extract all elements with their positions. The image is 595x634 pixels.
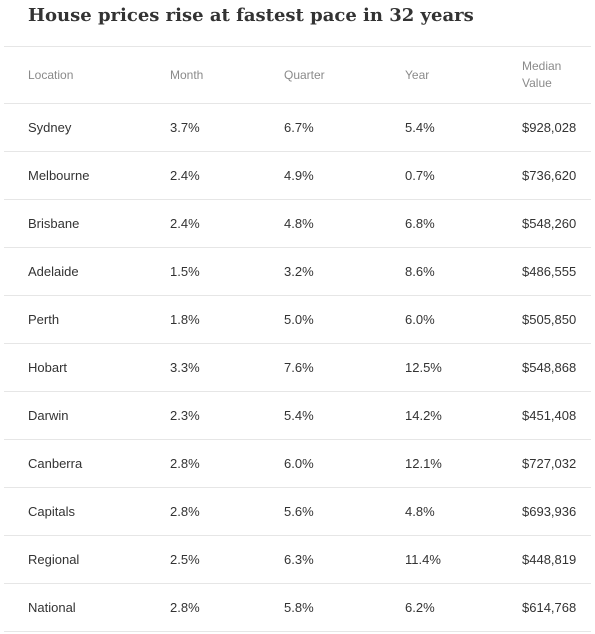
cell-year: 11.4% <box>405 552 441 567</box>
cell-quarter: 5.8% <box>284 600 314 615</box>
column-header-location: Location <box>28 67 74 82</box>
cell-year: 5.4% <box>405 120 435 135</box>
cell-quarter: 5.6% <box>284 504 314 519</box>
table-row: Sydney 3.7% 6.7% 5.4% $928,028 <box>4 104 591 152</box>
cell-quarter: 3.2% <box>284 264 314 279</box>
cell-year: 6.8% <box>405 216 435 231</box>
cell-location: Perth <box>28 312 60 327</box>
cell-year: 6.0% <box>405 312 435 327</box>
cell-year: 14.2% <box>405 408 442 423</box>
cell-location: Brisbane <box>28 216 80 231</box>
cell-month: 2.4% <box>170 216 200 231</box>
cell-location: National <box>28 600 76 615</box>
cell-quarter: 6.3% <box>284 552 314 567</box>
cell-quarter: 7.6% <box>284 360 314 375</box>
cell-quarter: 4.9% <box>284 168 314 183</box>
table-row: Brisbane 2.4% 4.8% 6.8% $548,260 <box>4 200 591 248</box>
table-row: Adelaide 1.5% 3.2% 8.6% $486,555 <box>4 248 591 296</box>
cell-location: Darwin <box>28 408 69 423</box>
cell-median-value: $614,768 <box>522 600 577 615</box>
table-row: Perth 1.8% 5.0% 6.0% $505,850 <box>4 296 591 344</box>
cell-median-value: $548,260 <box>522 216 577 231</box>
cell-month: 3.3% <box>170 360 200 375</box>
price-table: Location Month Quarter Year Median Value… <box>4 46 591 632</box>
cell-median-value: $548,868 <box>522 360 577 375</box>
table-row: Darwin 2.3% 5.4% 14.2% $451,408 <box>4 392 591 440</box>
cell-month: 2.5% <box>170 552 200 567</box>
cell-month: 2.4% <box>170 168 200 183</box>
column-header-year: Year <box>405 67 430 82</box>
cell-quarter: 5.0% <box>284 312 314 327</box>
cell-month: 1.8% <box>170 312 200 327</box>
cell-location: Sydney <box>28 120 72 135</box>
cell-year: 12.1% <box>405 456 442 471</box>
cell-median-value: $727,032 <box>522 456 577 471</box>
cell-median-value: $451,408 <box>522 408 577 423</box>
cell-year: 0.7% <box>405 168 435 183</box>
column-header-month: Month <box>170 67 204 82</box>
table-row: Melbourne 2.4% 4.9% 0.7% $736,620 <box>4 152 591 200</box>
cell-month: 2.8% <box>170 504 200 519</box>
cell-location: Hobart <box>28 360 68 375</box>
cell-year: 6.2% <box>405 600 435 615</box>
table-row: Hobart 3.3% 7.6% 12.5% $548,868 <box>4 344 591 392</box>
cell-median-value: $736,620 <box>522 168 577 183</box>
cell-quarter: 6.0% <box>284 456 314 471</box>
cell-location: Regional <box>28 552 80 567</box>
column-header-median-value: Median Value <box>522 59 562 90</box>
table-row: Capitals 2.8% 5.6% 4.8% $693,936 <box>4 488 591 536</box>
cell-quarter: 4.8% <box>284 216 314 231</box>
table-row: Canberra 2.8% 6.0% 12.1% $727,032 <box>4 440 591 488</box>
cell-median-value: $505,850 <box>522 312 577 327</box>
cell-month: 2.3% <box>170 408 200 423</box>
cell-month: 1.5% <box>170 264 200 279</box>
cell-location: Capitals <box>28 504 75 519</box>
cell-quarter: 5.4% <box>284 408 314 423</box>
table-header-row: Location Month Quarter Year Median Value <box>4 46 591 104</box>
page-title: House prices rise at fastest pace in 32 … <box>28 5 474 26</box>
table-row: National 2.8% 5.8% 6.2% $614,768 <box>4 584 591 632</box>
cell-median-value: $448,819 <box>522 552 577 567</box>
cell-median-value: $928,028 <box>522 120 577 135</box>
cell-quarter: 6.7% <box>284 120 314 135</box>
table-row: Regional 2.5% 6.3% 11.4% $448,819 <box>4 536 591 584</box>
cell-month: 2.8% <box>170 456 200 471</box>
cell-location: Canberra <box>28 456 83 471</box>
cell-year: 12.5% <box>405 360 442 375</box>
cell-year: 4.8% <box>405 504 435 519</box>
cell-location: Adelaide <box>28 264 79 279</box>
cell-location: Melbourne <box>28 168 90 183</box>
cell-month: 3.7% <box>170 120 200 135</box>
cell-year: 8.6% <box>405 264 435 279</box>
cell-month: 2.8% <box>170 600 200 615</box>
column-header-quarter: Quarter <box>284 67 325 82</box>
cell-median-value: $693,936 <box>522 504 577 519</box>
cell-median-value: $486,555 <box>522 264 577 279</box>
